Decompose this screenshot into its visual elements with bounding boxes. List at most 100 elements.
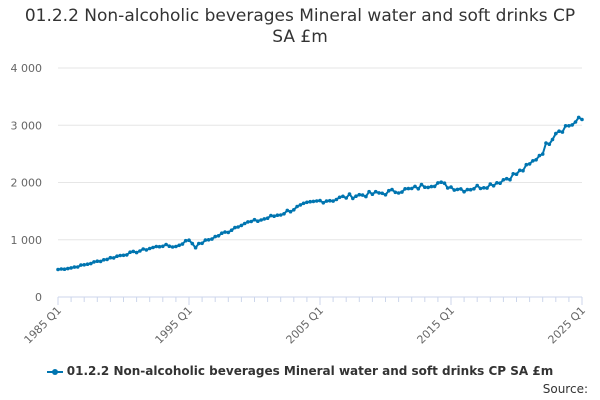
data-point [92, 260, 96, 264]
data-point [501, 178, 506, 182]
data-point [167, 244, 172, 248]
data-point [521, 168, 525, 173]
data-point [210, 237, 214, 241]
data-point [449, 185, 453, 189]
data-point [216, 234, 221, 238]
data-point [203, 238, 208, 242]
data-point [527, 162, 532, 166]
x-tick-label: 2025 Q1 [546, 304, 589, 347]
data-point [128, 250, 132, 254]
data-point [220, 231, 224, 235]
data-point [550, 137, 555, 142]
data-point [432, 184, 437, 189]
data-point [62, 267, 67, 272]
data-point [354, 194, 358, 198]
data-point [144, 248, 149, 252]
data-point [534, 158, 538, 162]
data-point [337, 195, 342, 200]
data-point [190, 241, 195, 246]
legend[interactable]: 01.2.2 Non-alcoholic beverages Mineral w… [0, 364, 600, 378]
data-point [134, 250, 139, 255]
x-tick-label: 1985 Q1 [22, 304, 65, 347]
data-point [468, 187, 473, 192]
data-point [239, 223, 244, 228]
data-point [138, 249, 142, 253]
data-point [236, 225, 240, 229]
data-point [75, 265, 80, 269]
data-point [567, 124, 571, 128]
data-point [295, 204, 299, 209]
data-point [406, 186, 411, 191]
data-point [141, 247, 145, 251]
data-point [436, 181, 440, 185]
data-point [174, 244, 178, 249]
data-point [488, 182, 493, 186]
data-point [108, 255, 113, 260]
data-point [416, 187, 421, 191]
series-group [56, 115, 584, 272]
legend-label: 01.2.2 Non-alcoholic beverages Mineral w… [66, 364, 554, 378]
data-point [341, 194, 345, 199]
data-point [383, 193, 388, 197]
data-point [249, 219, 253, 224]
data-point [508, 177, 512, 182]
data-point [455, 187, 460, 192]
data-point [554, 131, 558, 136]
data-point [537, 153, 542, 158]
data-point [105, 257, 109, 262]
data-point [344, 196, 349, 200]
data-point [475, 183, 480, 188]
data-point [540, 152, 545, 156]
data-point [462, 189, 466, 194]
x-tick-label: 2005 Q1 [284, 304, 327, 347]
data-point [409, 186, 414, 191]
data-point [472, 187, 476, 191]
data-point [331, 199, 335, 203]
data-point [429, 184, 434, 189]
data-point [557, 129, 561, 133]
data-point [259, 218, 263, 222]
data-point [229, 228, 234, 232]
data-point [223, 230, 227, 234]
data-point [367, 189, 371, 194]
data-point [285, 208, 290, 213]
source-label: Source: [542, 382, 588, 396]
data-point [560, 130, 565, 134]
data-point [269, 213, 273, 218]
data-point [360, 193, 365, 197]
y-tick-label: 1 000 [11, 234, 43, 247]
data-point [206, 238, 211, 242]
data-point [491, 184, 496, 188]
data-point [118, 253, 122, 258]
data-point [498, 181, 502, 185]
data-point [324, 199, 329, 203]
x-tick-label: 1995 Q1 [153, 304, 196, 347]
data-point [563, 124, 568, 128]
data-point [439, 180, 444, 184]
data-point [121, 253, 126, 258]
data-point [524, 162, 529, 167]
data-point [177, 243, 181, 248]
data-point [347, 192, 352, 196]
data-point [278, 213, 283, 217]
data-point [275, 213, 280, 217]
data-point [396, 191, 401, 195]
data-point [246, 220, 250, 224]
data-point [403, 187, 407, 191]
data-point [442, 181, 447, 185]
data-point [170, 245, 175, 249]
data-point [98, 259, 103, 264]
data-point [321, 201, 326, 205]
data-point [95, 259, 100, 264]
data-point [459, 187, 463, 191]
data-point [151, 245, 155, 250]
data-point [426, 185, 430, 190]
data-point [328, 198, 332, 203]
data-point [82, 263, 86, 267]
data-point [485, 186, 489, 190]
data-point [255, 219, 260, 223]
data-point [364, 194, 368, 199]
x-tick-label: 2015 Q1 [415, 304, 458, 347]
data-point [387, 188, 391, 193]
